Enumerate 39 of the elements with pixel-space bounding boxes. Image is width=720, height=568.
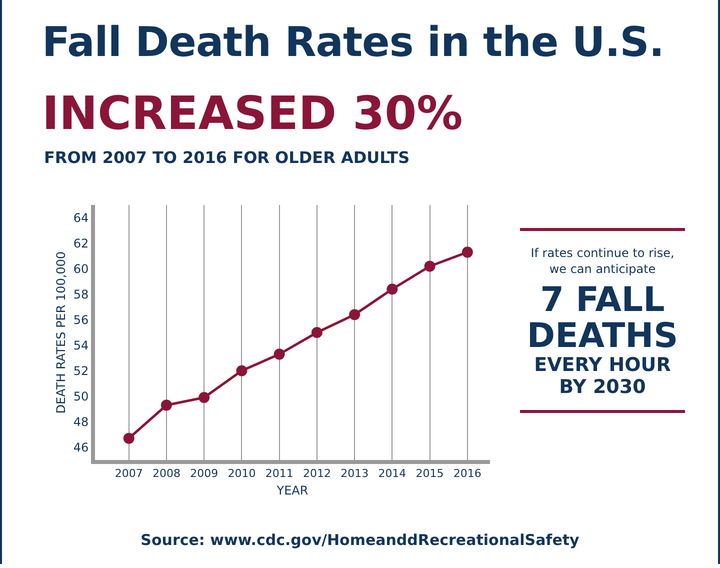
point (274, 348, 285, 360)
x-tick-label: 2008 (152, 467, 180, 480)
text: 7 FALL DEATHS (526, 280, 680, 356)
x-tick-label: 2012 (302, 467, 331, 480)
y-tick-label: 58 (73, 287, 89, 302)
point (462, 246, 473, 258)
y-tick-label: 56 (73, 312, 89, 327)
point (236, 365, 248, 376)
y-tick-label: 52 (73, 364, 89, 378)
x-tick-label: 2011 (265, 467, 294, 480)
x-tick-label: 2010 (228, 467, 256, 480)
chart-subtitle: INCREASED 30% (42, 86, 463, 140)
point (160, 400, 172, 411)
x-tick-label: 2016 (453, 467, 482, 480)
y-tick-label: 46 (73, 440, 89, 454)
text: FROM 2007 TO 2016 FOR OLDER ADULTS (44, 148, 410, 167)
x-tick-label: 2007 (114, 467, 143, 480)
x-axis-title: YEAR (276, 484, 308, 498)
y-tick-label: 54 (73, 338, 89, 352)
x-tick-label: 2014 (378, 467, 406, 480)
text: EVERY HOUR BY 2030 (533, 354, 672, 398)
x-tick-label: 2009 (190, 467, 218, 480)
point (123, 432, 134, 444)
text: If rates continue to rise, we can anticipate (530, 245, 676, 278)
y-tick-label: 60 (73, 262, 89, 276)
x-tick-label: 2013 (340, 467, 369, 480)
point (424, 260, 436, 272)
point (386, 284, 398, 295)
y-tick-label: 64 (73, 210, 89, 225)
source-note: Source: www.cdc.gov/HomeanddRecreationalSafety (140, 531, 580, 549)
y-tick-label: 48 (73, 414, 89, 429)
point (311, 327, 322, 338)
y-tick-label: 50 (73, 389, 89, 404)
point (198, 392, 210, 404)
y-axis-title: DEATH RATES PER 100,000 (54, 251, 68, 414)
chart-title: Fall Death Rates in the U.S. (42, 18, 664, 66)
point (349, 309, 360, 320)
y-tick-label: 62 (73, 236, 89, 250)
x-tick-label: 2015 (416, 467, 444, 480)
